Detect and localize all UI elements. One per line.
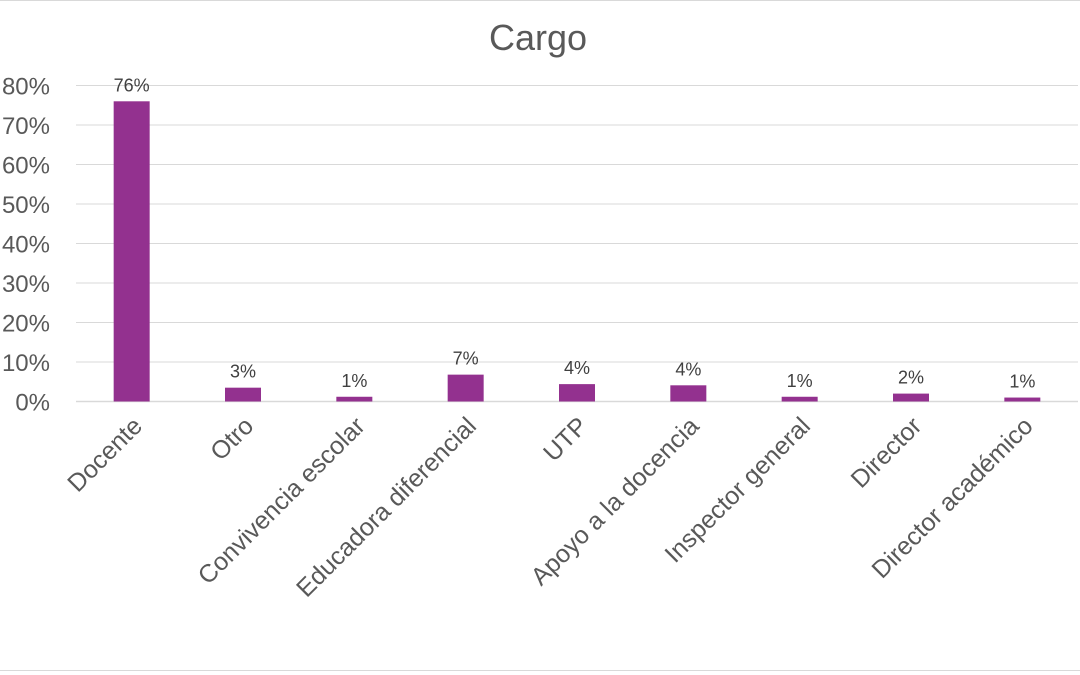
data-label: 4% bbox=[675, 359, 701, 379]
bar bbox=[893, 393, 929, 402]
bar bbox=[781, 396, 818, 402]
y-tick-label: 10% bbox=[2, 350, 50, 377]
bar bbox=[670, 385, 707, 402]
bar bbox=[447, 374, 484, 402]
data-label: 4% bbox=[564, 358, 590, 378]
data-label: 2% bbox=[898, 368, 924, 388]
y-tick-label: 40% bbox=[2, 232, 50, 259]
x-tick-label: Otro bbox=[205, 412, 259, 466]
gridlines bbox=[76, 85, 1078, 403]
y-tick-label: 60% bbox=[2, 153, 50, 180]
x-tick-label: Educadora diferencial bbox=[291, 412, 482, 603]
y-tick-label: 0% bbox=[15, 390, 50, 417]
x-tick-label: Director bbox=[846, 412, 928, 494]
bar bbox=[225, 387, 261, 402]
data-label: 76% bbox=[114, 75, 150, 95]
y-tick-label: 70% bbox=[2, 113, 50, 140]
y-tick-label: 50% bbox=[2, 192, 50, 219]
bar bbox=[336, 396, 373, 402]
y-tick-label: 30% bbox=[2, 271, 50, 298]
data-label: 1% bbox=[341, 371, 367, 391]
chart-title: Cargo bbox=[489, 17, 587, 58]
data-label: 7% bbox=[453, 349, 479, 369]
data-labels: 76% 3% 1% 7% 4% 4% 1% 2% 1% bbox=[114, 75, 1036, 391]
bars bbox=[113, 101, 1041, 402]
x-tick-label: UTP bbox=[538, 412, 593, 467]
y-tick-label: 20% bbox=[2, 311, 50, 338]
y-axis-ticks: 0% 10% 20% 30% 40% 50% 60% 70% 80% bbox=[2, 74, 50, 417]
bar bbox=[1004, 397, 1041, 402]
data-label: 3% bbox=[230, 362, 256, 382]
x-tick-label: Docente bbox=[62, 412, 148, 498]
y-tick-label: 80% bbox=[2, 74, 50, 101]
data-label: 1% bbox=[787, 371, 813, 391]
data-label: 1% bbox=[1009, 372, 1035, 392]
bar bbox=[113, 101, 150, 402]
bar bbox=[559, 384, 595, 402]
